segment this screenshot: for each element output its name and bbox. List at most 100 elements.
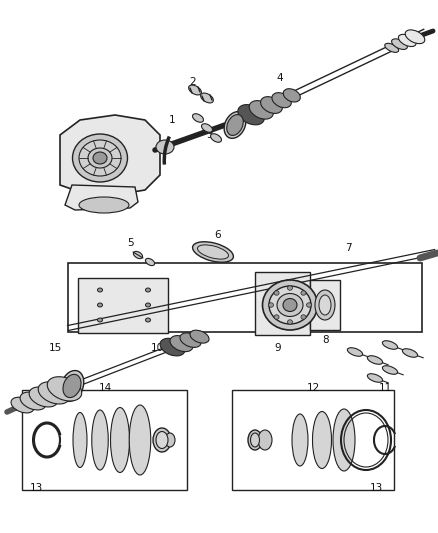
Ellipse shape xyxy=(201,124,212,132)
Text: 13: 13 xyxy=(369,483,383,493)
Ellipse shape xyxy=(274,315,279,319)
Ellipse shape xyxy=(47,377,82,401)
Ellipse shape xyxy=(98,288,102,292)
Ellipse shape xyxy=(283,298,297,311)
Text: 6: 6 xyxy=(215,230,221,240)
Ellipse shape xyxy=(156,432,168,448)
Polygon shape xyxy=(65,185,138,210)
Text: 14: 14 xyxy=(99,383,112,393)
Text: 12: 12 xyxy=(306,383,320,393)
Text: 13: 13 xyxy=(29,483,42,493)
Ellipse shape xyxy=(160,338,185,356)
Ellipse shape xyxy=(367,356,383,364)
Text: 1: 1 xyxy=(169,115,175,125)
Ellipse shape xyxy=(238,104,264,125)
Ellipse shape xyxy=(347,348,363,356)
Ellipse shape xyxy=(145,318,151,322)
Ellipse shape xyxy=(301,290,306,295)
Ellipse shape xyxy=(73,134,127,182)
Text: 15: 15 xyxy=(48,343,62,353)
Ellipse shape xyxy=(283,88,300,102)
Ellipse shape xyxy=(211,134,222,142)
Ellipse shape xyxy=(307,303,311,307)
Ellipse shape xyxy=(190,330,209,343)
Ellipse shape xyxy=(29,387,58,407)
Ellipse shape xyxy=(165,433,175,447)
Ellipse shape xyxy=(153,428,171,452)
Polygon shape xyxy=(310,280,340,330)
Ellipse shape xyxy=(145,303,151,307)
Ellipse shape xyxy=(38,382,70,404)
Ellipse shape xyxy=(20,392,46,410)
Ellipse shape xyxy=(193,114,204,122)
Ellipse shape xyxy=(287,286,293,290)
Ellipse shape xyxy=(110,408,130,472)
Ellipse shape xyxy=(399,34,416,46)
Ellipse shape xyxy=(261,96,283,114)
Ellipse shape xyxy=(93,152,107,164)
Ellipse shape xyxy=(315,290,335,320)
Ellipse shape xyxy=(145,259,155,265)
Bar xyxy=(232,390,394,490)
Ellipse shape xyxy=(227,115,243,135)
Ellipse shape xyxy=(98,303,102,307)
Ellipse shape xyxy=(292,414,308,466)
Ellipse shape xyxy=(287,320,293,324)
Ellipse shape xyxy=(92,410,108,470)
Ellipse shape xyxy=(198,245,229,259)
Ellipse shape xyxy=(224,111,246,139)
Bar xyxy=(78,278,168,333)
Ellipse shape xyxy=(249,101,273,119)
Ellipse shape xyxy=(405,30,425,44)
Polygon shape xyxy=(255,272,310,335)
Ellipse shape xyxy=(145,288,151,292)
Ellipse shape xyxy=(274,290,279,295)
Polygon shape xyxy=(60,115,160,195)
Ellipse shape xyxy=(262,280,318,330)
Ellipse shape xyxy=(180,333,201,348)
Text: 11: 11 xyxy=(378,383,392,393)
Ellipse shape xyxy=(269,286,311,324)
Ellipse shape xyxy=(248,430,262,450)
Ellipse shape xyxy=(403,349,417,357)
Text: 9: 9 xyxy=(275,343,281,353)
Ellipse shape xyxy=(258,430,272,450)
Ellipse shape xyxy=(88,148,112,168)
Ellipse shape xyxy=(382,366,398,374)
Ellipse shape xyxy=(11,397,34,413)
Ellipse shape xyxy=(60,370,84,401)
Ellipse shape xyxy=(63,374,81,398)
Ellipse shape xyxy=(134,252,143,259)
Ellipse shape xyxy=(385,43,399,52)
Ellipse shape xyxy=(367,374,383,382)
Text: 4: 4 xyxy=(277,73,283,83)
Ellipse shape xyxy=(189,85,201,95)
Ellipse shape xyxy=(382,341,398,349)
Text: 10: 10 xyxy=(150,343,163,353)
Ellipse shape xyxy=(301,315,306,319)
Ellipse shape xyxy=(98,318,102,322)
Ellipse shape xyxy=(251,433,259,447)
Ellipse shape xyxy=(277,294,303,317)
Text: 8: 8 xyxy=(323,335,329,345)
Text: 7: 7 xyxy=(345,243,351,253)
Ellipse shape xyxy=(170,336,193,352)
Bar xyxy=(22,390,187,490)
Text: 2: 2 xyxy=(190,77,196,87)
Ellipse shape xyxy=(129,405,151,475)
Ellipse shape xyxy=(319,295,331,315)
Ellipse shape xyxy=(73,413,87,467)
Ellipse shape xyxy=(272,93,291,108)
Ellipse shape xyxy=(156,140,174,154)
Ellipse shape xyxy=(312,411,332,469)
Ellipse shape xyxy=(79,197,129,213)
Ellipse shape xyxy=(392,39,407,50)
Bar xyxy=(68,263,422,332)
Ellipse shape xyxy=(333,409,355,471)
Text: 5: 5 xyxy=(127,238,133,248)
Ellipse shape xyxy=(79,140,121,176)
Ellipse shape xyxy=(201,93,213,103)
Ellipse shape xyxy=(268,303,273,307)
Text: 3: 3 xyxy=(206,130,212,140)
Ellipse shape xyxy=(193,242,233,262)
